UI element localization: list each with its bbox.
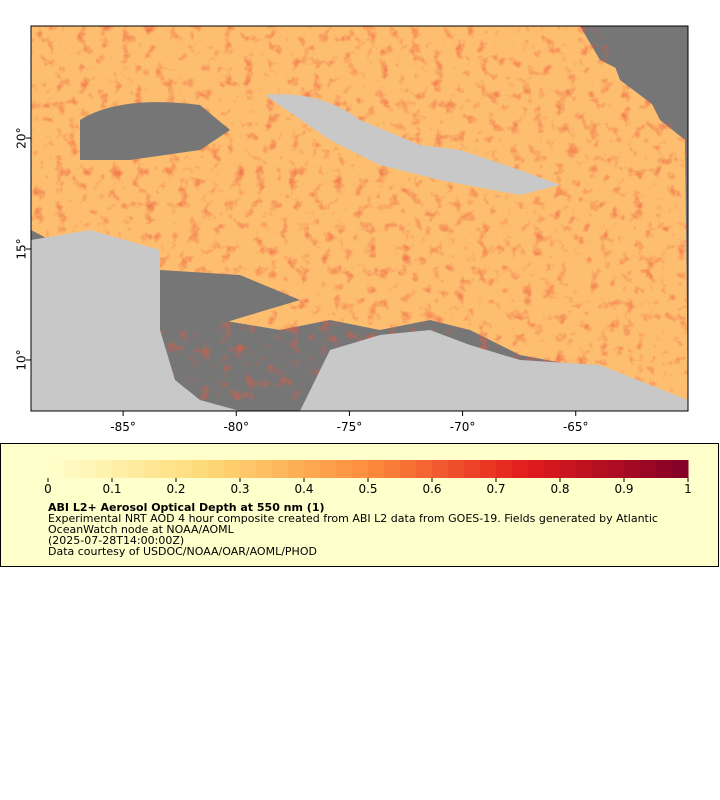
colorbar-tick-label: 0.9 [614, 482, 633, 496]
colorbar-step [128, 460, 145, 478]
colorbar-step [192, 460, 209, 478]
colorbar-step [224, 460, 241, 478]
colorbar-tick-label: 0.5 [358, 482, 377, 496]
x-tick-label: -75° [337, 420, 363, 434]
colorbar-step [240, 460, 257, 478]
legend-line: (2025-07-28T14:00:00Z) [48, 534, 184, 547]
colorbar-step [256, 460, 273, 478]
colorbar-step [448, 460, 465, 478]
colorbar-tick-label: 0.1 [102, 482, 121, 496]
map-image [31, 26, 688, 411]
colorbar-step [288, 460, 305, 478]
colorbar-step [592, 460, 609, 478]
colorbar-step [544, 460, 561, 478]
x-tick-label: -85° [110, 420, 136, 434]
x-tick-label: -80° [223, 420, 249, 434]
colorbar-step [400, 460, 417, 478]
legend-line: Experimental NRT AOD 4 hour composite cr… [48, 512, 658, 525]
colorbar-step [112, 460, 129, 478]
colorbar-step [176, 460, 193, 478]
colorbar-step [160, 460, 177, 478]
x-tick-label: -70° [450, 420, 476, 434]
colorbar-tick-label: 0.4 [294, 482, 313, 496]
colorbar-step [272, 460, 289, 478]
colorbar-step [432, 460, 449, 478]
colorbar-tick-label: 0.7 [486, 482, 505, 496]
colorbar-step [672, 460, 689, 478]
colorbar-step [640, 460, 657, 478]
y-tick-label: 20° [15, 127, 29, 148]
legend-title: ABI L2+ Aerosol Optical Depth at 550 nm … [48, 501, 325, 514]
colorbar-tick-label: 1 [684, 482, 692, 496]
colorbar-step [480, 460, 497, 478]
colorbar-step [384, 460, 401, 478]
colorbar-step [512, 460, 529, 478]
colorbar-step [304, 460, 321, 478]
colorbar-step [560, 460, 577, 478]
colorbar-tick-label: 0.2 [166, 482, 185, 496]
x-tick-label: -65° [563, 420, 589, 434]
colorbar-step [336, 460, 353, 478]
colorbar-step [48, 460, 65, 478]
colorbar-step [352, 460, 369, 478]
colorbar-step [144, 460, 161, 478]
y-tick-label: 10° [15, 349, 29, 370]
colorbar-step [624, 460, 641, 478]
colorbar-tick-label: 0 [44, 482, 52, 496]
colorbar-step [416, 460, 433, 478]
legend-line: Data courtesy of USDOC/NOAA/OAR/AOML/PHO… [48, 545, 317, 558]
colorbar-tick-label: 0.3 [230, 482, 249, 496]
map-frame [30, 25, 689, 412]
colorbar-step [464, 460, 481, 478]
colorbar-step [496, 460, 513, 478]
colorbar-step [80, 460, 97, 478]
colorbar-tick-label: 0.8 [550, 482, 569, 496]
y-tick-label: 15° [15, 238, 29, 259]
colorbar-step [656, 460, 673, 478]
colorbar-step [368, 460, 385, 478]
legend-line: OceanWatch node at NOAA/AOML [48, 523, 235, 536]
colorbar-step [96, 460, 113, 478]
colorbar-step [576, 460, 593, 478]
colorbar-step [608, 460, 625, 478]
colorbar-step [208, 460, 225, 478]
colorbar-step [528, 460, 545, 478]
colorbar-tick-label: 0.6 [422, 482, 441, 496]
colorbar-step [320, 460, 337, 478]
colorbar-step [64, 460, 81, 478]
